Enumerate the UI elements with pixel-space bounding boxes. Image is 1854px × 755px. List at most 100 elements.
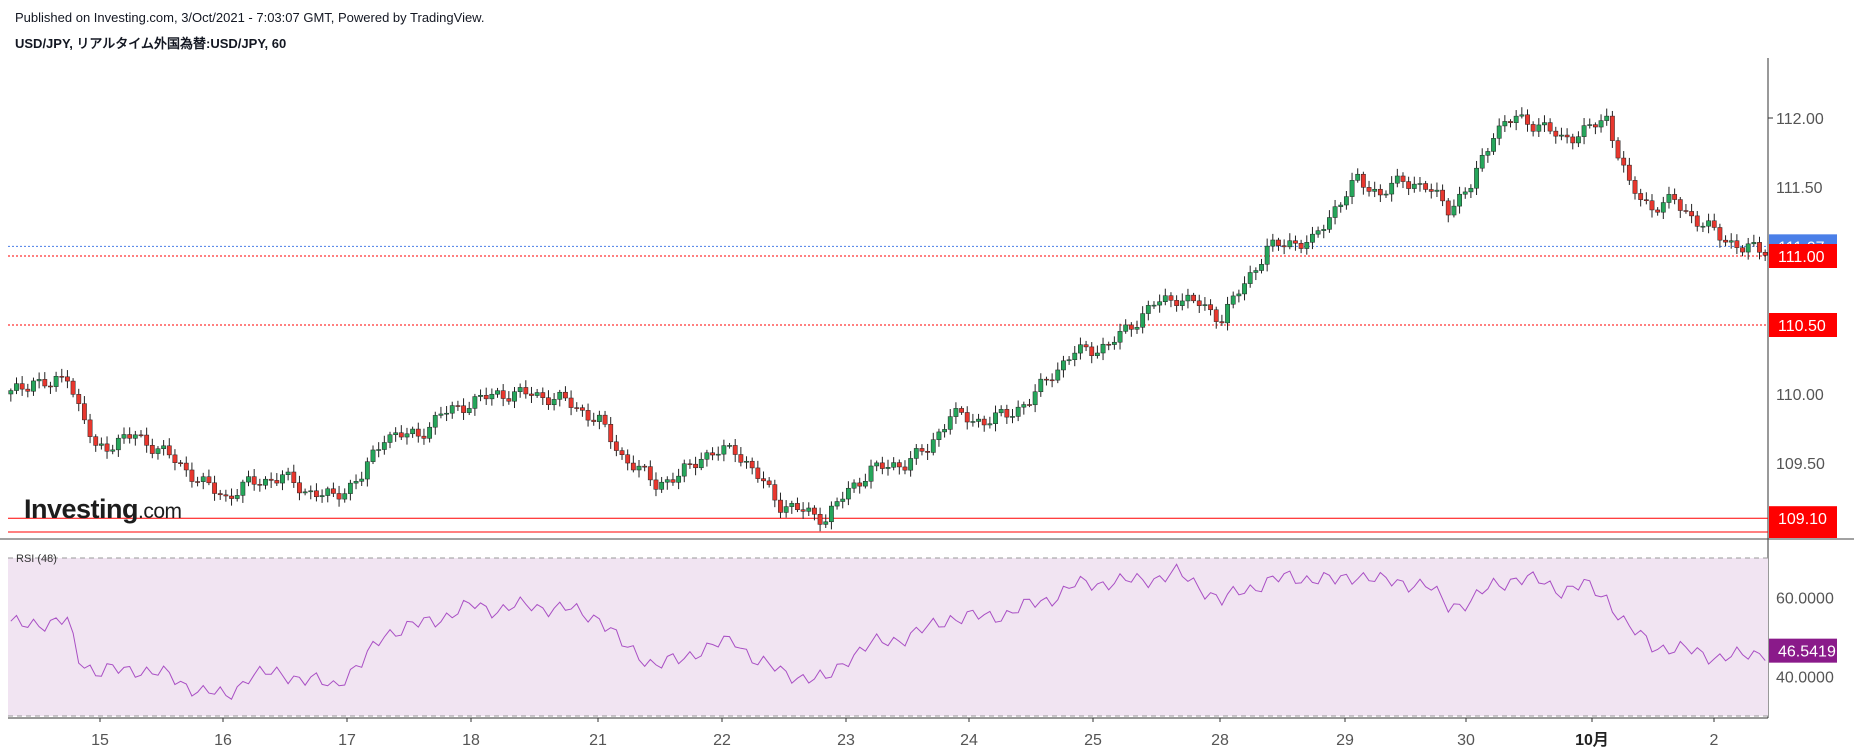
candle	[1383, 190, 1389, 198]
candle	[1655, 207, 1661, 216]
candle	[1225, 296, 1230, 331]
candle	[574, 402, 580, 412]
candle	[212, 475, 217, 501]
candle	[523, 380, 529, 399]
candle	[1327, 210, 1332, 233]
candle	[127, 427, 133, 444]
rsi-title: RSI (48)	[16, 553, 57, 565]
candle	[953, 402, 959, 424]
candle	[981, 415, 987, 432]
candle	[1666, 186, 1672, 209]
candle	[1547, 118, 1553, 135]
candle	[1723, 235, 1728, 247]
candle	[1377, 184, 1383, 203]
candle	[755, 460, 761, 483]
candle	[834, 497, 840, 510]
price-tick-label: 110.00	[1776, 387, 1824, 404]
hline-badge: 109.10	[1778, 511, 1827, 528]
hline-badge-bg	[1769, 506, 1837, 531]
rsi-value-badge-bg	[1769, 638, 1837, 663]
candle	[1338, 202, 1344, 213]
candle	[1519, 107, 1525, 119]
candle	[115, 434, 121, 457]
candle	[1728, 233, 1734, 249]
candle	[240, 479, 246, 503]
candle	[908, 451, 914, 477]
candle	[738, 447, 744, 467]
candle	[647, 460, 653, 486]
candle	[1468, 184, 1474, 199]
candle	[1219, 314, 1225, 326]
candle	[1740, 245, 1745, 257]
candle	[76, 388, 82, 412]
candle	[206, 469, 212, 486]
candle	[489, 388, 495, 406]
candle	[778, 492, 783, 519]
candle	[1332, 199, 1338, 225]
candle	[483, 387, 489, 405]
candle	[1015, 400, 1021, 422]
candle	[376, 442, 382, 458]
candle	[59, 368, 65, 383]
candle	[1315, 226, 1321, 238]
candle	[704, 449, 710, 467]
candle	[1360, 171, 1366, 195]
candle	[1592, 122, 1598, 135]
candle	[976, 413, 981, 428]
candle	[1021, 401, 1027, 415]
candle	[630, 455, 636, 473]
candle	[670, 472, 676, 486]
candle	[1457, 186, 1462, 214]
candle	[1100, 337, 1106, 361]
candle	[500, 384, 506, 407]
candle	[1321, 224, 1327, 239]
candle	[200, 472, 206, 490]
candle	[1343, 190, 1349, 210]
candle	[161, 440, 167, 456]
time-tick-label: 16	[214, 732, 232, 749]
candle	[1389, 176, 1395, 202]
candle	[1677, 197, 1683, 218]
candle	[1411, 176, 1417, 193]
candle	[506, 391, 512, 405]
candle	[229, 488, 234, 506]
candle	[1525, 109, 1530, 132]
candle	[359, 471, 365, 487]
rsi-band-fill	[8, 558, 1768, 716]
candle	[998, 405, 1004, 417]
candle	[676, 468, 682, 490]
clipped-badge	[1769, 527, 1837, 538]
candle	[1004, 404, 1010, 424]
candle	[1474, 160, 1479, 196]
candle	[81, 396, 87, 425]
candle	[121, 427, 127, 444]
candle	[268, 472, 274, 488]
candle	[619, 447, 625, 460]
candle	[1276, 237, 1281, 251]
candle	[1270, 233, 1276, 252]
candle	[1434, 182, 1440, 198]
candle	[1734, 234, 1740, 255]
candle	[1672, 188, 1678, 205]
candle	[398, 425, 404, 441]
candle	[862, 473, 868, 489]
candle	[1621, 151, 1627, 173]
candle	[1151, 301, 1157, 309]
candle	[1643, 192, 1649, 205]
candle	[42, 372, 48, 389]
candle	[14, 377, 19, 395]
candle	[1762, 249, 1768, 261]
candle	[580, 404, 585, 417]
candle	[806, 502, 812, 517]
candle	[1010, 409, 1015, 424]
candle	[551, 393, 557, 411]
candle	[217, 489, 223, 500]
candle	[1044, 376, 1049, 386]
candle	[1513, 110, 1519, 131]
candle	[1293, 235, 1298, 251]
price-tick-label: 111.50	[1776, 180, 1823, 197]
candle	[1689, 203, 1695, 224]
candle	[1066, 356, 1072, 365]
candle	[772, 479, 778, 508]
